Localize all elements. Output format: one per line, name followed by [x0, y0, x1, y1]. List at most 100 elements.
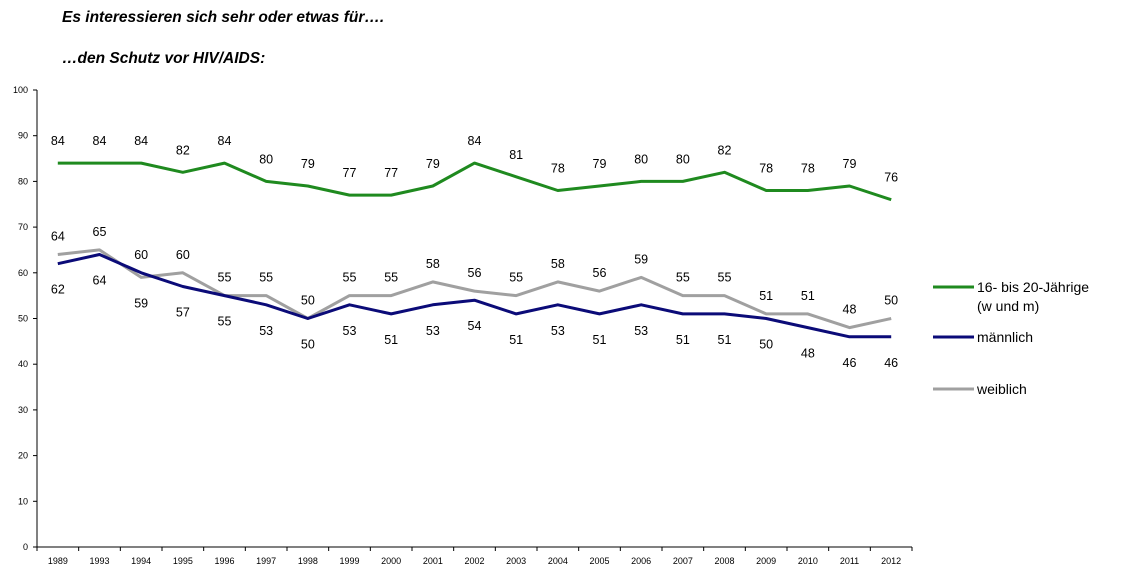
- data-label: 53: [634, 324, 648, 338]
- legend-label: 16- bis 20-Jährige: [977, 279, 1089, 295]
- x-tick-label: 2007: [673, 556, 693, 566]
- y-tick-label: 80: [18, 176, 28, 186]
- data-label: 53: [259, 324, 273, 338]
- data-label: 56: [593, 266, 607, 280]
- data-label: 50: [759, 338, 773, 352]
- data-label: 84: [93, 134, 107, 148]
- data-label: 51: [801, 289, 815, 303]
- data-label: 46: [843, 356, 857, 370]
- data-label: 58: [426, 257, 440, 271]
- y-tick-label: 60: [18, 268, 28, 278]
- y-tick-label: 20: [18, 451, 28, 461]
- legend-label: männlich: [977, 329, 1033, 345]
- data-label: 53: [426, 324, 440, 338]
- data-label: 55: [718, 271, 732, 285]
- data-label: 55: [218, 271, 232, 285]
- data-label: 84: [134, 134, 148, 148]
- data-label: 84: [51, 134, 65, 148]
- data-label: 50: [301, 294, 315, 308]
- chart-subtitle: …den Schutz vor HIV/AIDS:: [62, 50, 266, 67]
- data-label: 79: [301, 157, 315, 171]
- data-label: 65: [93, 225, 107, 239]
- y-tick-label: 100: [13, 85, 28, 95]
- x-tick-label: 2005: [589, 556, 609, 566]
- data-label: 84: [218, 134, 232, 148]
- legend-label: weiblich: [976, 381, 1027, 397]
- series-line: [57, 161, 892, 202]
- data-label: 55: [343, 271, 357, 285]
- x-tick-label: 1993: [89, 556, 109, 566]
- x-tick-label: 2000: [381, 556, 401, 566]
- data-label: 57: [176, 306, 190, 320]
- y-tick-label: 30: [18, 405, 28, 415]
- data-label: 48: [801, 347, 815, 361]
- data-label: 56: [468, 266, 482, 280]
- y-tick-label: 40: [18, 359, 28, 369]
- data-label: 78: [801, 162, 815, 176]
- x-tick-label: 2011: [840, 556, 859, 566]
- data-label: 55: [676, 271, 690, 285]
- x-tick-label: 1989: [48, 556, 68, 566]
- data-label: 58: [551, 257, 565, 271]
- x-tick-label: 1995: [173, 556, 193, 566]
- x-tick-label: 1997: [256, 556, 276, 566]
- x-tick-label: 2004: [548, 556, 568, 566]
- data-label: 53: [551, 324, 565, 338]
- data-label: 80: [634, 152, 648, 166]
- x-tick-label: 2010: [798, 556, 818, 566]
- data-label: 77: [384, 166, 398, 180]
- data-label: 84: [468, 134, 482, 148]
- data-label: 81: [509, 148, 523, 162]
- x-tick-label: 2002: [464, 556, 484, 566]
- series-line: [57, 253, 892, 339]
- data-label: 62: [51, 283, 65, 297]
- data-label: 53: [343, 324, 357, 338]
- data-label: 77: [343, 166, 357, 180]
- data-label: 80: [259, 152, 273, 166]
- data-label: 59: [134, 296, 148, 310]
- data-label: 51: [593, 333, 607, 347]
- x-tick-label: 2009: [756, 556, 776, 566]
- data-label: 82: [718, 143, 732, 157]
- y-tick-label: 90: [18, 131, 28, 141]
- data-label: 79: [843, 157, 857, 171]
- x-tick-label: 2003: [506, 556, 526, 566]
- data-label: 51: [759, 289, 773, 303]
- data-label: 79: [426, 157, 440, 171]
- y-tick-label: 70: [18, 222, 28, 232]
- data-label: 79: [593, 157, 607, 171]
- data-label: 51: [509, 333, 523, 347]
- data-label: 54: [468, 319, 482, 333]
- data-label: 51: [676, 333, 690, 347]
- series-line: [57, 248, 892, 330]
- data-label: 55: [218, 315, 232, 329]
- data-label: 50: [884, 294, 898, 308]
- data-label: 76: [884, 171, 898, 185]
- data-label: 59: [634, 252, 648, 266]
- data-label: 80: [676, 152, 690, 166]
- y-tick-label: 10: [18, 496, 28, 506]
- data-label: 51: [718, 333, 732, 347]
- y-tick-label: 50: [18, 314, 28, 324]
- data-label: 78: [551, 162, 565, 176]
- data-label: 48: [843, 303, 857, 317]
- x-tick-label: 1996: [214, 556, 234, 566]
- y-tick-label: 0: [23, 542, 28, 552]
- x-tick-label: 2008: [714, 556, 734, 566]
- data-label: 50: [301, 338, 315, 352]
- x-tick-label: 2006: [631, 556, 651, 566]
- data-label: 64: [93, 274, 107, 288]
- chart-title: Es interessieren sich sehr oder etwas fü…: [62, 9, 385, 26]
- data-label: 64: [51, 230, 65, 244]
- data-label: 60: [176, 248, 190, 262]
- data-label: 46: [884, 356, 898, 370]
- legend-label: (w und m): [977, 298, 1039, 314]
- x-tick-label: 2012: [881, 556, 901, 566]
- data-label: 55: [259, 271, 273, 285]
- data-label: 60: [134, 248, 148, 262]
- x-tick-label: 2001: [423, 556, 443, 566]
- data-label: 51: [384, 333, 398, 347]
- data-label: 55: [509, 271, 523, 285]
- x-tick-label: 1999: [339, 556, 359, 566]
